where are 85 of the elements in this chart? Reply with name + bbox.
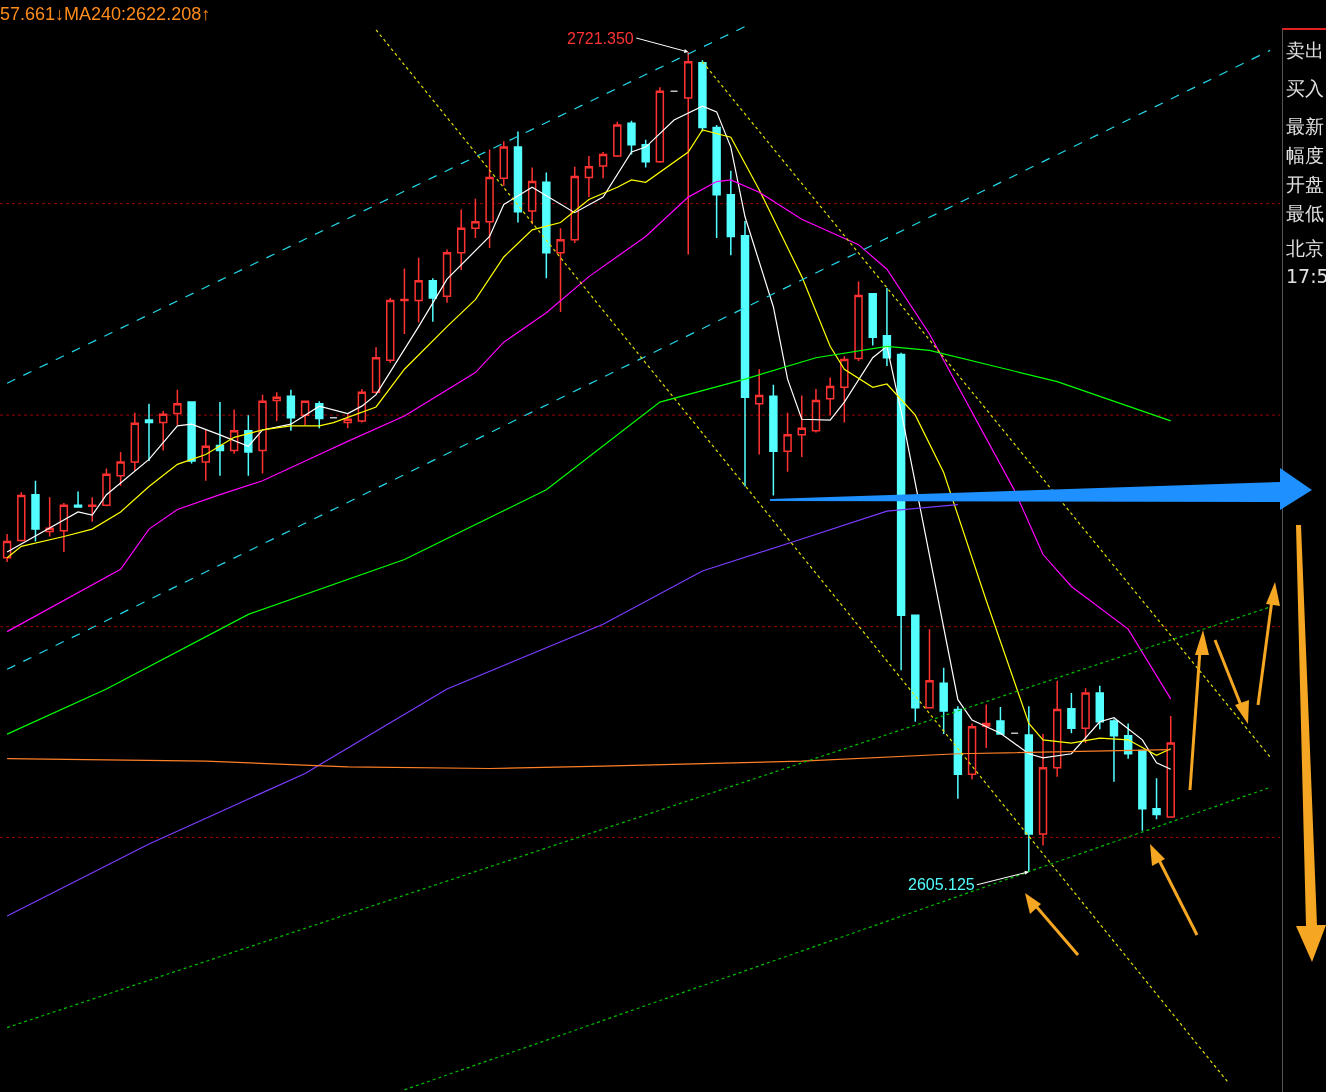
candlestick (754, 368, 764, 456)
text: 2721.350 (567, 30, 634, 47)
candlestick (499, 140, 508, 187)
candlestick (868, 293, 877, 347)
candlestick (400, 267, 409, 335)
candlestick (45, 496, 54, 538)
candlestick (1095, 684, 1104, 730)
candlestick (740, 220, 750, 488)
candlestick (584, 155, 594, 198)
candlestick (442, 248, 452, 304)
text: 买入 (1286, 76, 1324, 101)
candlestick (187, 400, 196, 465)
candlestick (300, 399, 310, 426)
candlestick (527, 166, 537, 225)
candlestick (712, 124, 721, 239)
candlestick (428, 277, 438, 323)
candlestick (329, 416, 338, 419)
text: 幅度 (1286, 143, 1324, 168)
candlestick (1067, 692, 1076, 735)
candlestick (215, 401, 225, 477)
candlestick (939, 666, 948, 735)
text: 2605.125 (908, 876, 975, 893)
candlestick (1138, 748, 1147, 832)
candlestick (315, 400, 324, 430)
text: 卖出 (1286, 38, 1324, 63)
candlestick (613, 120, 622, 158)
candlestick (783, 411, 792, 473)
candlestick (286, 389, 296, 432)
text: 最低 (1286, 201, 1324, 226)
candlestick (1152, 777, 1161, 821)
text: 开盘 (1286, 172, 1324, 197)
text: 57.661↓MA240:2622.208↑ (0, 4, 211, 25)
candlestick (953, 705, 963, 800)
candlestick (201, 429, 210, 482)
candlestick (73, 490, 83, 508)
candlestick (513, 130, 523, 224)
candlestick (1109, 718, 1119, 783)
candlestick (896, 352, 906, 671)
candlestick (598, 151, 608, 179)
candlestick (967, 722, 977, 780)
candlestick (1010, 732, 1019, 735)
candlestick (17, 491, 26, 543)
candlestick (669, 90, 679, 93)
candlestick (272, 391, 281, 422)
candlestick (116, 451, 125, 487)
candlestick (627, 120, 636, 156)
candlestick (911, 614, 920, 723)
candlestick (158, 410, 168, 452)
candlestick (485, 148, 494, 249)
candlestick (726, 170, 736, 257)
candlestick (130, 411, 140, 472)
text: 最新 (1286, 114, 1324, 139)
candlestick (371, 346, 381, 395)
candlestick (414, 257, 423, 324)
candlestick (641, 138, 650, 169)
candlestick (1052, 680, 1062, 778)
candlestick (655, 86, 665, 164)
candlestick (456, 208, 466, 271)
candlestick (996, 706, 1005, 735)
candlestick (258, 393, 267, 475)
candlestick (542, 171, 551, 280)
candlestick (925, 628, 934, 709)
candlestick (88, 496, 97, 523)
candlestick (386, 297, 395, 364)
candlestick (229, 408, 239, 455)
candlestick (811, 388, 821, 434)
candlestick (698, 59, 707, 133)
candlestick (570, 166, 579, 244)
candlestick (769, 384, 778, 497)
candlestick (854, 280, 863, 362)
candlestick (102, 467, 111, 507)
candlestick (1166, 715, 1175, 819)
candlestick (31, 480, 40, 543)
candlestick (173, 389, 182, 426)
candlestick (825, 376, 835, 416)
candlestick (797, 394, 806, 458)
candlestick (1081, 687, 1090, 744)
candlestick (144, 402, 154, 462)
candlestick (471, 197, 480, 239)
text: 北京 (1286, 236, 1324, 261)
candlestick (982, 703, 991, 749)
candlestick (59, 502, 69, 553)
candlestick (840, 355, 849, 424)
candlestick (556, 227, 565, 313)
candlestick (1038, 733, 1048, 847)
